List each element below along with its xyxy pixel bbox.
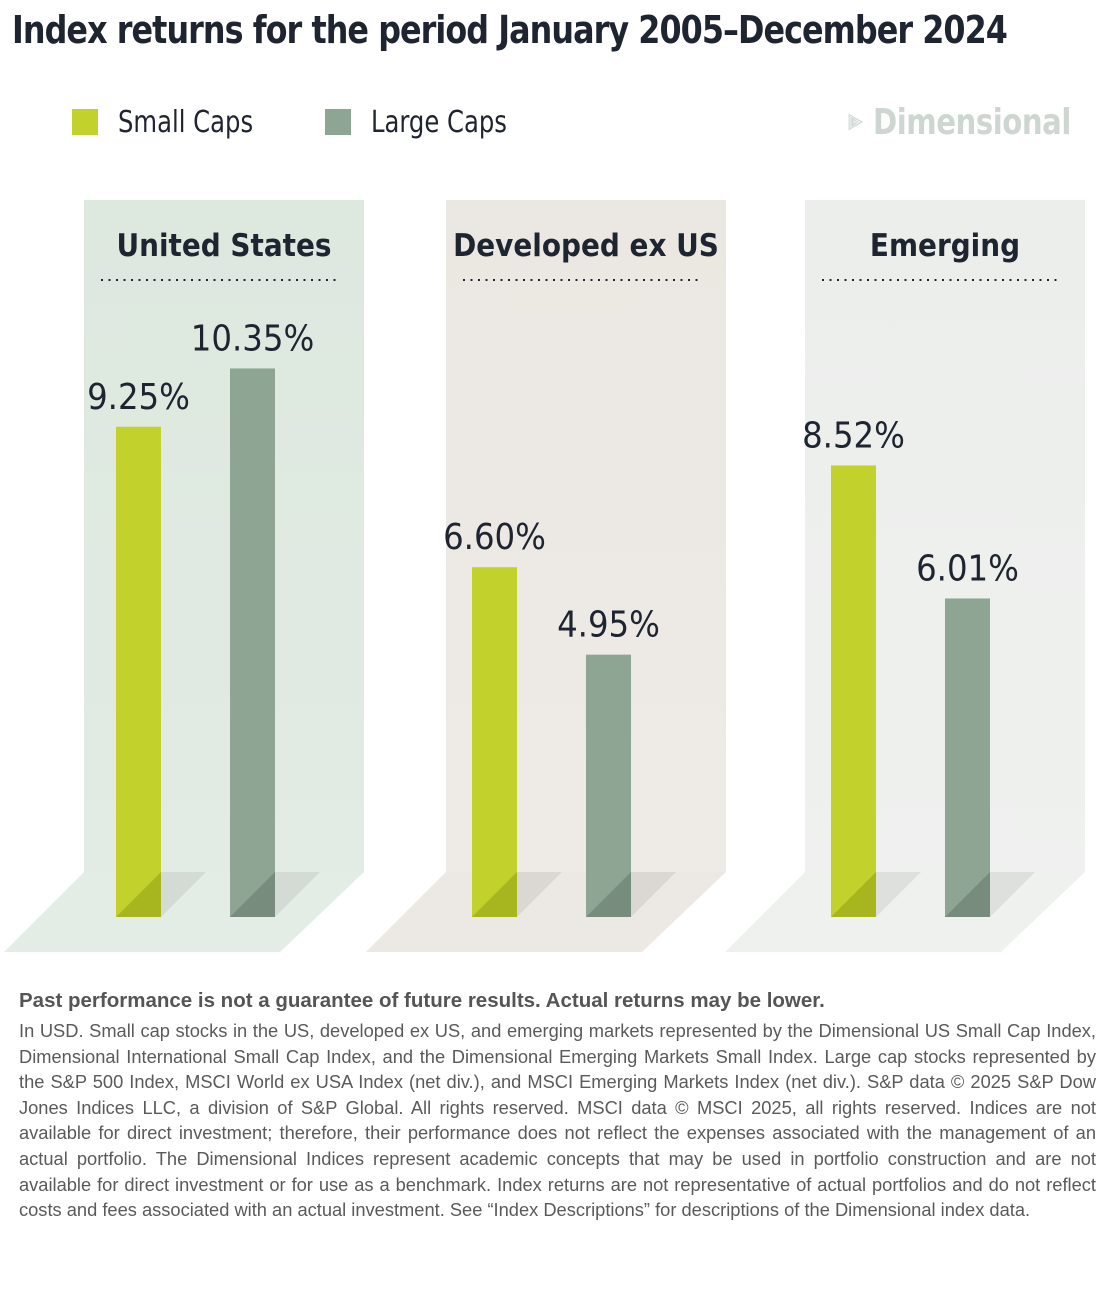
bar-small-emerging [831, 465, 876, 917]
value-label-large-emerging: 6.01% [916, 548, 1019, 589]
logo-text: Dimensional [873, 101, 1072, 143]
bar-facet-large-united-states [230, 872, 275, 917]
bar-shadow-large-united-states [275, 872, 320, 917]
value-label-small-emerging: 8.52% [802, 415, 905, 456]
legend-swatch-large-caps [325, 109, 351, 135]
page-title: Index returns for the period January 200… [12, 8, 1008, 52]
bar-facet-small-emerging [831, 872, 876, 917]
bar-facet-large-developed-ex-us [586, 872, 631, 917]
panel-title-emerging: Emerging [870, 228, 1020, 264]
dimensional-logo-icon [848, 113, 864, 131]
panel-floor-developed-ex-us [366, 872, 726, 952]
bar-shadow-large-emerging [990, 872, 1035, 917]
value-label-small-developed-ex-us: 6.60% [443, 517, 546, 558]
value-label-large-united-states: 10.35% [191, 318, 314, 359]
bar-shadow-large-developed-ex-us [631, 872, 676, 917]
footnote: Past performance is not a guarantee of f… [19, 988, 1096, 1223]
bar-chart: United States 9.25%10.35% Developed ex US 6… [4, 200, 1085, 952]
legend-item-small-caps: Small Caps [72, 102, 268, 142]
legend-swatch-small-caps [72, 109, 98, 135]
bar-shadow-small-developed-ex-us [517, 872, 562, 917]
bar-small-united-states [116, 426, 161, 917]
panel-title-developed-ex-us: Developed ex US [453, 228, 719, 264]
bar-small-developed-ex-us [472, 567, 517, 917]
bar-shadow-small-emerging [876, 872, 921, 917]
panel-floor-emerging [725, 872, 1085, 952]
legend-label-small-caps: Small Caps [118, 104, 254, 140]
bar-facet-large-emerging [945, 872, 990, 917]
legend-item-large-caps: Large Caps [325, 102, 522, 142]
value-label-large-developed-ex-us: 4.95% [557, 605, 660, 646]
panel-title-united-states: United States [116, 228, 331, 264]
bar-facet-small-developed-ex-us [472, 872, 517, 917]
value-label-small-united-states: 9.25% [87, 377, 190, 418]
legend-label-large-caps: Large Caps [371, 104, 507, 140]
footnote-body: In USD. Small cap stocks in the US, deve… [19, 1020, 1096, 1221]
bar-large-emerging [945, 598, 990, 917]
bar-facet-small-united-states [116, 872, 161, 917]
dimensional-logo: Dimensional [848, 94, 1093, 150]
bar-large-developed-ex-us [586, 654, 631, 917]
bar-large-united-states [230, 368, 275, 917]
bar-shadow-small-united-states [161, 872, 206, 917]
footnote-disclaimer: Past performance is not a guarantee of f… [19, 989, 825, 1012]
